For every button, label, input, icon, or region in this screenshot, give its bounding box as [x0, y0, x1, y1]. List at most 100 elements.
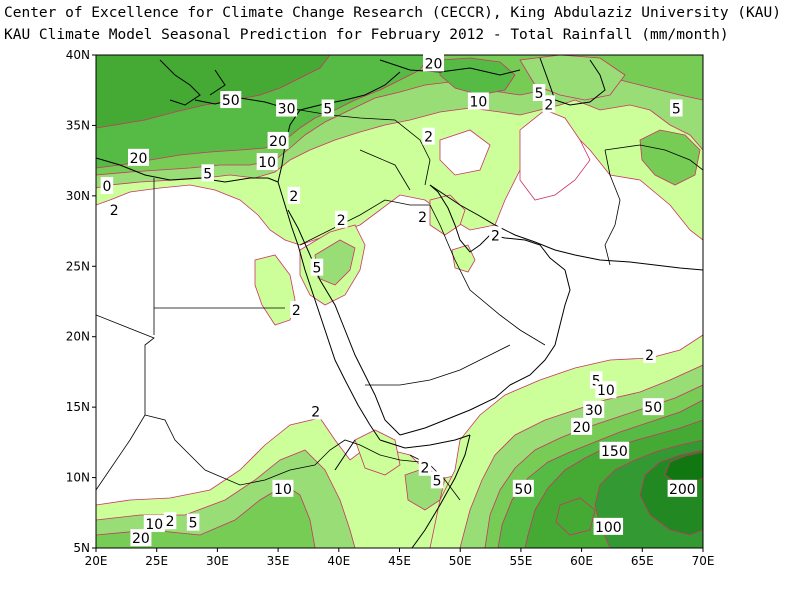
contour-label: 10 [274, 482, 292, 498]
contour-label: 2 [418, 210, 427, 226]
y-tick-label: 10N [66, 471, 90, 485]
border-turkey-syria [299, 109, 396, 121]
contour-label-bg [571, 417, 593, 435]
contour-label: 2 [166, 514, 175, 530]
border-saudi-yemen [365, 344, 511, 386]
contour-label-bg [220, 91, 242, 109]
coast-somalia [411, 434, 471, 548]
contour-label: 20 [132, 531, 150, 547]
coast-caspian [539, 57, 606, 106]
x-tick-label: 50E [449, 554, 472, 568]
border-saudi-east [429, 204, 546, 346]
contour-label: 2 [544, 97, 553, 113]
rain-band-ocean-gt200 [664, 451, 703, 483]
y-axis: 5N 10N 15N 20N 25N 30N 35N 40N [66, 48, 96, 555]
contour-label: 50 [514, 482, 532, 498]
contour-label-bg [542, 95, 556, 113]
contour-label: 10 [145, 517, 163, 533]
contour-label: 150 [601, 444, 628, 460]
x-tick-label: 40E [327, 554, 350, 568]
contour-label: 5 [672, 102, 681, 118]
contour-label-bg [163, 512, 177, 530]
rain-patch-hejaz-core [314, 239, 356, 286]
border-libya-chad [96, 314, 155, 491]
contour-label: 200 [669, 482, 696, 498]
y-tick-label: 30N [66, 189, 90, 203]
contour-label-bg [290, 300, 303, 318]
contour-label-bg [267, 131, 289, 149]
border-sudan-chad [144, 414, 206, 471]
x-tick-label: 55E [509, 554, 532, 568]
border-iran-east [604, 149, 621, 266]
contour-label: 2 [645, 348, 654, 364]
border-iraq [359, 119, 431, 191]
contour-label-bg [467, 92, 489, 110]
contour-label: 30 [585, 403, 603, 419]
contour-label-bg [130, 529, 152, 547]
coast-africa-east-inner [334, 439, 356, 471]
contour-label-bg [321, 99, 335, 117]
contour-label: 10 [258, 155, 276, 171]
rain-gap-iran-plateau [439, 129, 491, 176]
rain-gap-somalia [354, 429, 401, 476]
contour-label-bg [310, 258, 324, 276]
borders [96, 109, 703, 501]
contour-label: 50 [222, 93, 240, 109]
contour-label-bg [599, 441, 630, 459]
x-tick-label: 25E [145, 554, 168, 568]
contour-label-bg [334, 210, 348, 228]
rain-region-ocean [429, 334, 703, 548]
contour-label: 10 [597, 383, 615, 399]
contour-label-bg [595, 381, 617, 399]
contour-label-bg [186, 513, 200, 531]
coast-gulf-of-aden [379, 384, 511, 449]
contour-label: 0 [102, 179, 111, 195]
contour-label-bg [512, 479, 534, 497]
contour-label: 5 [433, 473, 442, 489]
contour-label: 2 [424, 130, 433, 146]
coastlines [96, 57, 703, 548]
border-ethiopia [314, 439, 441, 481]
y-tick-label: 5N [73, 541, 90, 555]
coast-iran-gulf [429, 184, 703, 271]
rain-patch-red-sea-north [254, 254, 296, 326]
contour-label: 2 [421, 461, 430, 477]
y-tick-label: 40N [66, 48, 90, 62]
coast-arabia-south [509, 269, 571, 386]
coast-north-africa [96, 157, 279, 183]
contour-label-bg [127, 148, 149, 166]
contour-label-bg [593, 517, 624, 535]
contour-label-bg [532, 84, 546, 102]
contour-label-bg [256, 153, 278, 171]
contour-label-bg [583, 400, 605, 418]
coast-red-sea-east [287, 209, 401, 436]
contour-label: 2 [289, 189, 298, 205]
contour-label-bg [276, 99, 298, 117]
contour-label-bg [143, 515, 165, 533]
contour-label-bg [418, 458, 432, 476]
contour-label-bg [416, 207, 429, 225]
title-line-1: Center of Excellence for Climate Change … [4, 5, 781, 21]
contour-label-bg [642, 398, 664, 416]
coast-levant [277, 71, 401, 183]
contour-label: 5 [189, 516, 198, 532]
contour-label-bg [667, 479, 698, 497]
contour-label-bg [272, 479, 294, 497]
contour-label-bg [489, 226, 502, 244]
rain-region-north [96, 55, 703, 246]
coast-black-sea [379, 59, 521, 76]
x-tick-label: 35E [267, 554, 290, 568]
rain-gap-iran-central [519, 109, 591, 201]
contour-label: 50 [644, 400, 662, 416]
contour-label: 5 [203, 166, 212, 182]
border-south-sudan [204, 464, 316, 486]
x-axis: 20E 25E 30E 35E 40E 45E 50E 55E 60E 65E 70E [85, 548, 714, 568]
contour-label: 20 [573, 420, 591, 436]
x-tick-label: 20E [85, 554, 108, 568]
coast-aegean [159, 59, 226, 106]
x-tick-label: 60E [570, 554, 593, 568]
contour-label: 5 [323, 102, 332, 118]
contour-label: 100 [595, 520, 622, 536]
contour-label: 2 [337, 213, 346, 229]
contour-label: 2 [491, 228, 500, 244]
